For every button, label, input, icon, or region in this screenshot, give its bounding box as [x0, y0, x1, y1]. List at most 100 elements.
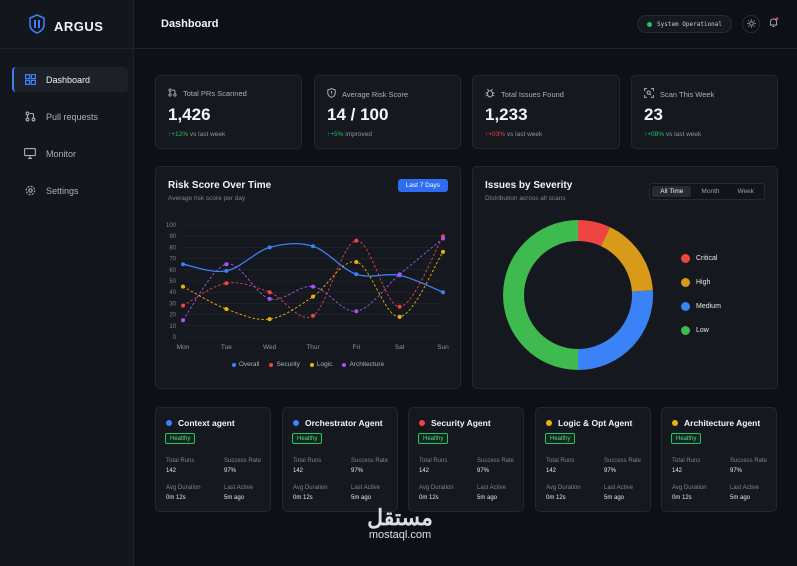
tab-all-time[interactable]: All Time — [652, 186, 692, 197]
donut-slice-high[interactable] — [600, 227, 653, 292]
legend-dot — [309, 362, 314, 367]
last-active: Last Active 5m ago — [224, 485, 254, 501]
legend-item-overall[interactable]: Overall — [231, 361, 259, 368]
watermark: مستقل mostaql.com — [352, 505, 448, 542]
y-tick-label: 90 — [169, 234, 176, 240]
data-point[interactable] — [441, 249, 445, 254]
line-chart-legend: Overall Security Logic Architecture — [156, 361, 460, 368]
legend-dot — [231, 362, 236, 367]
data-point[interactable] — [267, 290, 272, 295]
agent-card[interactable]: Architecture Agent Healthy Total Runs 142… — [661, 407, 777, 512]
avg-duration: Avg Duration 0m 12s — [672, 485, 707, 501]
data-point[interactable] — [224, 268, 229, 273]
agent-status-dot-icon — [546, 420, 552, 426]
data-point[interactable] — [354, 309, 359, 314]
data-point[interactable] — [311, 284, 315, 289]
scan-icon — [644, 88, 654, 100]
legend-dot — [681, 302, 690, 311]
data-point[interactable] — [311, 244, 315, 249]
notifications-button[interactable] — [764, 15, 782, 33]
legend-item-architecture[interactable]: Architecture — [342, 361, 384, 368]
success-rate: Success Rate 97% — [477, 458, 515, 474]
legend-item-logic[interactable]: Logic — [309, 361, 332, 368]
agent-card[interactable]: Security Agent Healthy Total Runs 142 Suc… — [408, 407, 524, 512]
sidebar-item-label: Pull requests — [46, 111, 99, 122]
y-tick-label: 0 — [173, 335, 177, 341]
tab-month[interactable]: Month — [701, 188, 720, 195]
legend-dot — [269, 362, 274, 367]
y-tick-label: 40 — [169, 290, 176, 296]
avg-duration: Avg Duration 0m 12s — [419, 485, 454, 501]
data-point[interactable] — [267, 317, 272, 322]
legend-item-critical[interactable]: Critical — [681, 254, 717, 263]
sidebar-item-settings[interactable]: Settings — [12, 178, 128, 203]
avg-duration: Avg Duration 0m 12s — [546, 485, 581, 501]
data-point[interactable] — [267, 296, 272, 301]
data-point[interactable] — [181, 284, 185, 289]
theme-toggle-button[interactable] — [742, 15, 760, 33]
status-badge: Healthy — [165, 433, 196, 444]
sidebar-item-label: Monitor — [46, 148, 77, 159]
data-point[interactable] — [397, 304, 402, 309]
avg-duration: Avg Duration 0m 12s — [166, 485, 201, 501]
y-tick-label: 100 — [166, 223, 177, 229]
watermark-logo: مستقل — [367, 505, 433, 530]
agent-card[interactable]: Context agent Healthy Total Runs 142 Succ… — [155, 407, 271, 512]
data-point[interactable] — [354, 259, 359, 264]
legend-dot — [681, 278, 690, 287]
x-tick-label: Sun — [437, 344, 449, 351]
agent-status-dot-icon — [293, 420, 299, 426]
donut-slice-critical[interactable] — [578, 220, 610, 247]
shield-icon — [327, 88, 336, 100]
data-point[interactable] — [441, 236, 445, 241]
legend-item-low[interactable]: Low — [681, 326, 709, 335]
agent-card[interactable]: Logic & Opt Agent Healthy Total Runs 142 … — [535, 407, 651, 512]
stat-value: 23 — [644, 105, 663, 124]
stat-change: ↑+03% vs last week — [485, 131, 543, 138]
watermark-text: mostaql.com — [368, 529, 432, 541]
tab-week[interactable]: Week — [737, 188, 755, 195]
data-point[interactable] — [441, 290, 445, 295]
sidebar-item-monitor[interactable]: Monitor — [12, 141, 128, 166]
date-range-button[interactable]: Last 7 Days — [397, 179, 448, 192]
brand[interactable]: ARGUS — [28, 14, 103, 39]
agent-card[interactable]: Orchestrator Agent Healthy Total Runs 142… — [282, 407, 398, 512]
donut-slice-low[interactable] — [503, 220, 578, 370]
avg-duration: Avg Duration 0m 12s — [293, 485, 328, 501]
data-point[interactable] — [267, 245, 272, 250]
legend-dot — [681, 326, 690, 335]
donut-slice-medium[interactable] — [578, 290, 653, 370]
data-point[interactable] — [311, 313, 315, 318]
legend-item-high[interactable]: High — [681, 278, 710, 287]
total-runs: Total Runs 142 — [672, 458, 701, 474]
total-runs: Total Runs 142 — [546, 458, 575, 474]
agent-name: Context agent — [166, 418, 235, 428]
stat-change: ↑+5% improved — [327, 131, 372, 138]
data-point[interactable] — [224, 281, 229, 286]
sidebar-item-pull-requests[interactable]: Pull requests — [12, 104, 128, 129]
agent-status-dot-icon — [166, 420, 172, 426]
data-point[interactable] — [397, 272, 402, 277]
x-tick-label: Tue — [221, 344, 232, 351]
agent-name: Architecture Agent — [672, 418, 760, 428]
status-dot-icon — [647, 21, 652, 27]
data-point[interactable] — [181, 303, 185, 308]
risk-score-panel: Risk Score Over Time Average risk score … — [155, 166, 461, 389]
status-badge: Healthy — [671, 433, 702, 444]
panel-title: Risk Score Over Time — [168, 180, 272, 191]
data-point[interactable] — [181, 262, 185, 267]
sidebar-item-dashboard[interactable]: Dashboard — [12, 67, 128, 92]
data-point[interactable] — [397, 314, 402, 319]
stat-label: Average Risk Score — [342, 89, 409, 99]
data-point[interactable] — [181, 318, 185, 323]
data-point[interactable] — [354, 238, 359, 243]
data-point[interactable] — [354, 272, 359, 277]
legend-item-security[interactable]: Security — [269, 361, 300, 368]
x-tick-label: Sat — [395, 344, 405, 351]
legend-item-medium[interactable]: Medium — [681, 302, 721, 311]
data-point[interactable] — [224, 307, 229, 311]
data-point[interactable] — [224, 262, 229, 267]
data-point[interactable] — [311, 294, 315, 299]
x-tick-label: Fri — [353, 344, 361, 351]
status-badge: Healthy — [418, 433, 449, 444]
